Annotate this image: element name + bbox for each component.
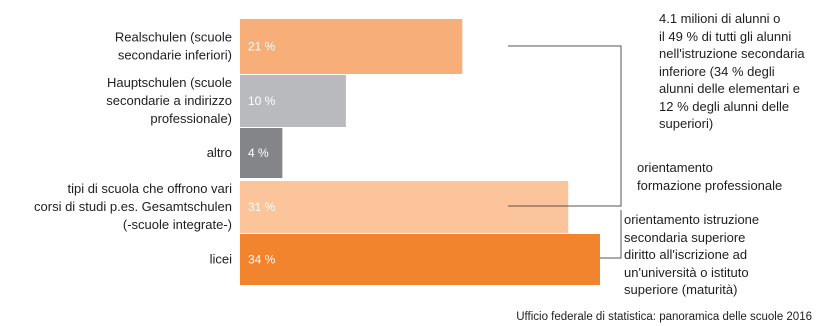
bar-3 [240, 128, 283, 178]
value-label-3: 4 % [248, 146, 269, 160]
brackets-group [508, 45, 622, 259]
bracket-vocational [508, 45, 622, 207]
annotation-group-note: 4.1 milioni di alunni o il 49 % di tutti … [659, 11, 805, 131]
category-label-3: altro [207, 145, 232, 160]
bar-5 [240, 234, 600, 285]
source-note: Ufficio federale di statistica: panorami… [516, 311, 812, 323]
value-label-5: 34 % [248, 253, 276, 267]
bar-2 [240, 75, 346, 127]
annotation-academic: orientamento istruzione secondaria superi… [624, 212, 760, 297]
annotation-vocational: orientamento formazione professionale [637, 160, 783, 193]
category-label-1: Realschulen (scuole secondarie inferiori) [115, 30, 232, 63]
category-label-2: Hauptschulen (scuole secondarie a indiriz… [106, 75, 232, 126]
bracket-academic [600, 210, 622, 259]
bars-group: 21 % Realschulen (scuole secondarie inferi… [34, 19, 600, 285]
category-label-5: licei [210, 252, 233, 267]
value-label-4: 31 % [248, 200, 276, 214]
value-label-1: 21 % [248, 40, 276, 54]
bar-4 [240, 181, 569, 233]
value-label-2: 10 % [248, 94, 276, 108]
bar-1 [240, 19, 463, 74]
category-label-4: tipi di scuola che offrono vari corsi di … [34, 181, 232, 232]
